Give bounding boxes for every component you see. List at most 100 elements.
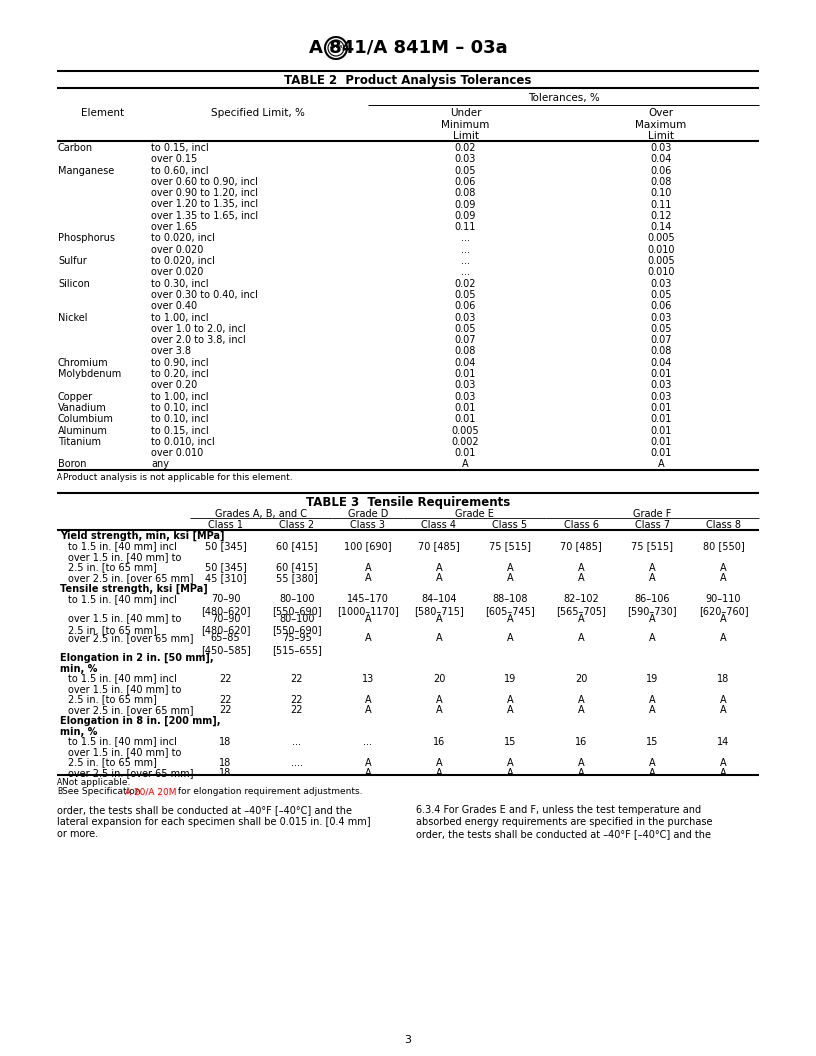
- Text: 22: 22: [220, 705, 232, 715]
- Text: Tolerances, %: Tolerances, %: [528, 93, 600, 103]
- Text: to 0.30, incl: to 0.30, incl: [151, 279, 209, 288]
- Text: to 0.60, incl: to 0.60, incl: [151, 166, 209, 175]
- Text: 55 [380]: 55 [380]: [276, 573, 317, 583]
- Text: A: A: [649, 614, 655, 624]
- Text: A: A: [365, 563, 371, 572]
- Text: 0.04: 0.04: [455, 358, 477, 367]
- Text: 50 [345]: 50 [345]: [205, 542, 246, 551]
- Text: over 0.020: over 0.020: [151, 267, 203, 278]
- Text: 0.01: 0.01: [455, 369, 477, 379]
- Text: A: A: [365, 633, 371, 643]
- Text: ...: ...: [461, 267, 470, 278]
- Text: Copper: Copper: [58, 392, 93, 401]
- Text: 145–170
[1000–1170]: 145–170 [1000–1170]: [337, 595, 399, 616]
- Text: A: A: [507, 573, 513, 583]
- Text: over 1.5 in. [40 mm] to: over 1.5 in. [40 mm] to: [68, 552, 181, 562]
- Text: 0.03: 0.03: [455, 154, 477, 165]
- Text: Columbium: Columbium: [58, 414, 114, 425]
- Text: A: A: [721, 768, 727, 778]
- Text: over 2.5 in. [over 65 mm]: over 2.5 in. [over 65 mm]: [68, 633, 193, 643]
- Text: 0.12: 0.12: [650, 211, 672, 221]
- Text: over 0.30 to 0.40, incl: over 0.30 to 0.40, incl: [151, 290, 258, 300]
- Text: 0.01: 0.01: [650, 414, 672, 425]
- Text: ...: ...: [461, 245, 470, 254]
- Text: Chromium: Chromium: [58, 358, 109, 367]
- Text: order, the tests shall be conducted at –40°F [–40°C] and the
lateral expansion f: order, the tests shall be conducted at –…: [57, 806, 370, 838]
- Text: over 1.20 to 1.35, incl: over 1.20 to 1.35, incl: [151, 200, 258, 209]
- Text: 18: 18: [220, 757, 232, 768]
- Text: 0.01: 0.01: [455, 414, 477, 425]
- Text: 0.01: 0.01: [650, 448, 672, 458]
- Text: over 2.5 in. [over 65 mm]: over 2.5 in. [over 65 mm]: [68, 705, 193, 715]
- Text: 80–100
[550–690]: 80–100 [550–690]: [272, 614, 322, 635]
- Text: ...: ...: [363, 737, 372, 747]
- Text: Class 7: Class 7: [635, 520, 670, 529]
- Text: A: A: [436, 614, 442, 624]
- Text: to 1.5 in. [40 mm] incl: to 1.5 in. [40 mm] incl: [68, 542, 177, 551]
- Text: Not applicable.: Not applicable.: [63, 778, 131, 788]
- Text: Nickel: Nickel: [58, 313, 87, 322]
- Text: A: A: [649, 757, 655, 768]
- Text: Silicon: Silicon: [58, 279, 90, 288]
- Text: 0.08: 0.08: [455, 188, 477, 199]
- Text: 0.02: 0.02: [455, 143, 477, 153]
- Text: ...: ...: [292, 737, 301, 747]
- Text: 0.03: 0.03: [650, 392, 672, 401]
- Text: to 0.020, incl: to 0.020, incl: [151, 256, 215, 266]
- Text: Under
Minimum
Limit: Under Minimum Limit: [441, 108, 490, 142]
- Text: Specified Limit, %: Specified Limit, %: [211, 108, 305, 118]
- Text: A: A: [436, 768, 442, 778]
- Text: A: A: [578, 614, 584, 624]
- Text: to 0.20, incl: to 0.20, incl: [151, 369, 209, 379]
- Text: 0.05: 0.05: [455, 324, 477, 334]
- Text: A: A: [578, 705, 584, 715]
- Text: A: A: [507, 614, 513, 624]
- Text: TABLE 2  Product Analysis Tolerances: TABLE 2 Product Analysis Tolerances: [284, 74, 532, 87]
- Text: Element: Element: [81, 108, 124, 118]
- Text: over 1.5 in. [40 mm] to: over 1.5 in. [40 mm] to: [68, 684, 181, 694]
- Text: 0.10: 0.10: [650, 188, 672, 199]
- Text: 0.11: 0.11: [455, 222, 477, 232]
- Text: ASTM: ASTM: [330, 45, 343, 49]
- Text: A 841/A 841M – 03a: A 841/A 841M – 03a: [308, 38, 508, 56]
- Text: Grades A, B, and C: Grades A, B, and C: [215, 509, 307, 518]
- Text: A: A: [578, 757, 584, 768]
- Text: A: A: [365, 757, 371, 768]
- Text: A: A: [721, 633, 727, 643]
- Text: A: A: [507, 757, 513, 768]
- Text: over 2.5 in. [over 65 mm]: over 2.5 in. [over 65 mm]: [68, 768, 193, 778]
- Text: A: A: [578, 573, 584, 583]
- Text: 60 [415]: 60 [415]: [276, 563, 317, 572]
- Text: to 0.90, incl: to 0.90, incl: [151, 358, 209, 367]
- Text: 0.04: 0.04: [650, 154, 672, 165]
- Text: Grade F: Grade F: [633, 509, 672, 518]
- Text: 0.03: 0.03: [650, 143, 672, 153]
- Text: 0.06: 0.06: [455, 177, 477, 187]
- Text: 45 [310]: 45 [310]: [205, 573, 246, 583]
- Text: See Specification: See Specification: [63, 788, 144, 796]
- Text: over 3.8: over 3.8: [151, 346, 191, 357]
- Text: 75–95
[515–655]: 75–95 [515–655]: [272, 633, 322, 655]
- Text: A: A: [578, 633, 584, 643]
- Text: 0.03: 0.03: [455, 380, 477, 391]
- Text: Elongation in 8 in. [200 mm],
min, %: Elongation in 8 in. [200 mm], min, %: [60, 716, 220, 737]
- Text: 2.5 in. [to 65 mm]: 2.5 in. [to 65 mm]: [68, 757, 157, 768]
- Text: 0.14: 0.14: [650, 222, 672, 232]
- Text: A: A: [57, 473, 62, 482]
- Text: to 1.00, incl: to 1.00, incl: [151, 392, 209, 401]
- Text: 50 [345]: 50 [345]: [205, 563, 246, 572]
- Text: A: A: [721, 695, 727, 704]
- Text: 0.08: 0.08: [650, 346, 672, 357]
- Text: 19: 19: [646, 674, 659, 683]
- Text: 22: 22: [220, 695, 232, 704]
- Text: 100 [690]: 100 [690]: [344, 542, 392, 551]
- Text: over 2.5 in. [over 65 mm]: over 2.5 in. [over 65 mm]: [68, 573, 193, 583]
- Text: 0.03: 0.03: [650, 279, 672, 288]
- Text: over 1.5 in. [40 mm] to
2.5 in. [to 65 mm]: over 1.5 in. [40 mm] to 2.5 in. [to 65 m…: [68, 614, 181, 635]
- Text: Class 4: Class 4: [421, 520, 456, 529]
- Text: Over
Maximum
Limit: Over Maximum Limit: [636, 108, 686, 142]
- Text: A: A: [365, 695, 371, 704]
- Text: ...: ...: [461, 233, 470, 243]
- Text: A: A: [649, 768, 655, 778]
- Text: A: A: [365, 768, 371, 778]
